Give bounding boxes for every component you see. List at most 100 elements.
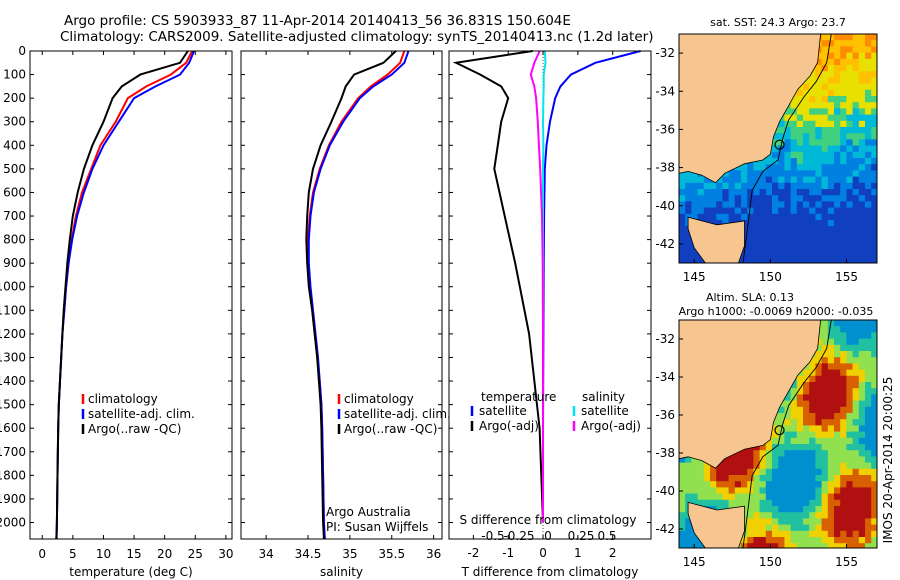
field-cell xyxy=(809,518,816,525)
field-cell xyxy=(747,450,754,457)
field-cell xyxy=(834,220,841,227)
field-cell xyxy=(803,108,810,115)
field-cell xyxy=(790,102,798,109)
field-cell xyxy=(809,182,816,190)
field-cell xyxy=(703,481,711,488)
field-cell xyxy=(821,195,829,202)
field-cell xyxy=(827,375,835,383)
x-tick-label: 30 xyxy=(218,547,233,561)
field-cell xyxy=(865,40,872,47)
field-cell xyxy=(846,444,853,451)
field-cell xyxy=(834,120,841,128)
field-cell xyxy=(803,96,810,103)
field-cell xyxy=(796,251,804,258)
field-cell xyxy=(685,456,692,463)
field-cell xyxy=(858,170,866,177)
field-cell xyxy=(784,450,791,457)
field-cell xyxy=(840,170,847,177)
field-cell xyxy=(840,158,847,165)
field-cell xyxy=(821,189,829,196)
axes-frame xyxy=(448,50,652,540)
field-cell xyxy=(790,158,798,165)
field-cell xyxy=(759,189,767,196)
field-cell xyxy=(703,462,711,470)
field-cell xyxy=(697,213,705,221)
field-cell xyxy=(790,257,798,263)
field-cell xyxy=(821,338,829,346)
field-cell xyxy=(747,524,754,532)
field-cell xyxy=(858,40,866,47)
field-cell xyxy=(815,213,822,221)
field-cell xyxy=(840,46,847,53)
field-cell xyxy=(852,537,860,544)
field-cell xyxy=(815,120,822,128)
field-cell xyxy=(865,363,872,370)
field-cell xyxy=(685,468,692,476)
field-cell xyxy=(827,357,835,364)
field-cell xyxy=(846,89,853,97)
field-cell xyxy=(784,145,791,153)
field-cell xyxy=(734,189,742,196)
field-cell xyxy=(784,456,791,463)
field-cell xyxy=(821,394,829,401)
field-cell xyxy=(815,226,822,233)
field-cell xyxy=(803,518,810,525)
field-cell xyxy=(803,257,810,263)
field-cell xyxy=(846,400,853,408)
land-tasmania xyxy=(687,216,745,263)
depth-tick-label: 800 xyxy=(3,233,26,247)
field-cell xyxy=(858,326,866,333)
field-cell xyxy=(852,226,860,233)
field-cell xyxy=(846,207,853,215)
field-cell xyxy=(827,201,835,208)
field-cell xyxy=(827,419,835,426)
field-cell xyxy=(803,530,810,538)
depth-tick-label: 1200 xyxy=(0,327,26,341)
field-cell xyxy=(846,52,853,60)
field-cell xyxy=(871,351,877,358)
field-cell xyxy=(772,226,779,233)
field-cell xyxy=(790,406,798,414)
field-cell xyxy=(840,493,847,501)
field-cell xyxy=(827,351,835,358)
field-cell xyxy=(840,257,847,263)
field-cell xyxy=(747,499,754,507)
legend-label: Argo(..raw -QC) xyxy=(344,422,437,436)
field-cell xyxy=(865,77,872,84)
field-cell xyxy=(858,46,866,53)
field-cell xyxy=(821,139,829,146)
field-cell xyxy=(796,127,804,134)
x-tick-label: 0 xyxy=(539,546,547,560)
field-cell xyxy=(753,226,760,233)
field-cell xyxy=(846,530,853,538)
field-cell xyxy=(871,127,877,134)
field-cell xyxy=(803,437,810,445)
field-cell xyxy=(840,83,847,91)
field-cell xyxy=(840,52,847,60)
field-cell xyxy=(809,487,816,494)
field-cell xyxy=(691,487,698,494)
field-cell xyxy=(827,518,835,525)
field-cell xyxy=(834,46,841,53)
field-cell xyxy=(846,71,853,78)
field-cell xyxy=(852,71,860,78)
field-cell xyxy=(834,232,841,239)
field-cell xyxy=(772,456,779,463)
field-cell xyxy=(778,164,785,171)
field-cell xyxy=(734,468,742,476)
field-cell xyxy=(871,96,877,103)
field-cell xyxy=(846,189,853,196)
field-cell xyxy=(840,369,847,377)
field-cell xyxy=(778,506,785,513)
field-cell xyxy=(821,524,829,532)
field-cell xyxy=(858,244,866,252)
field-cell xyxy=(778,182,785,190)
field-cell xyxy=(790,145,798,153)
field-cell xyxy=(685,176,692,184)
field-cell xyxy=(796,139,804,146)
field-cell xyxy=(796,220,804,227)
field-cell xyxy=(734,170,742,177)
field-cell xyxy=(722,207,729,215)
field-cell xyxy=(834,151,841,159)
field-cell xyxy=(765,158,773,165)
